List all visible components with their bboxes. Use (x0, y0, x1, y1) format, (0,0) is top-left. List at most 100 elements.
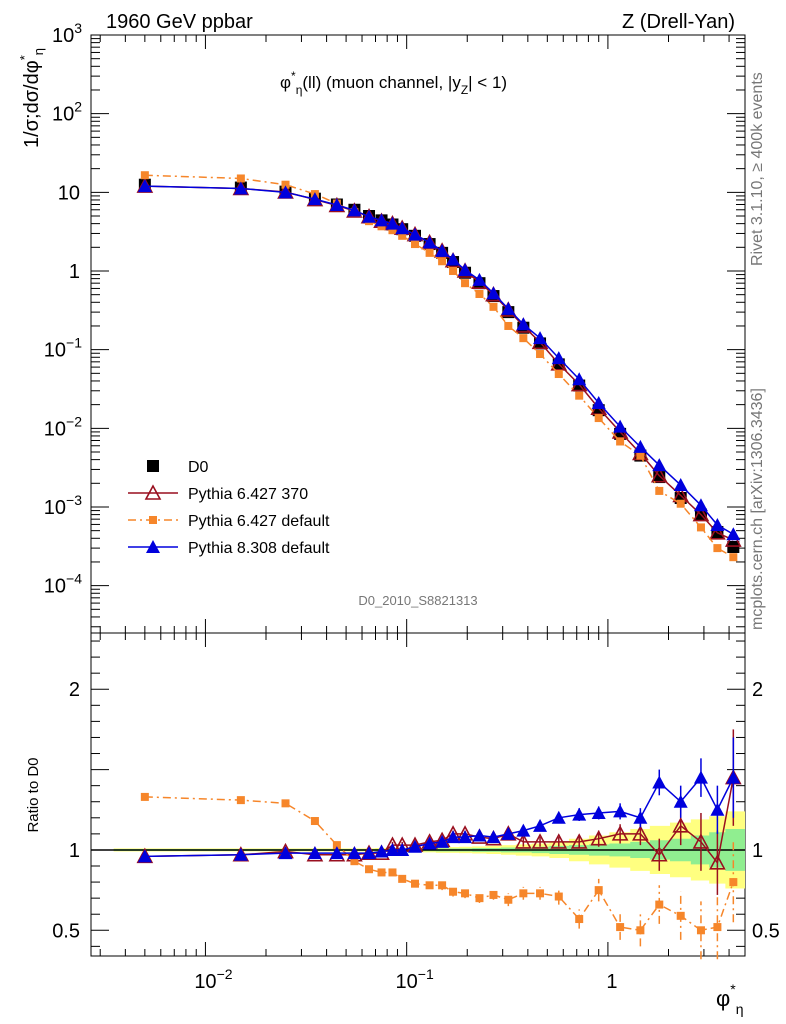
ratio-point (137, 849, 152, 863)
series-point (472, 272, 487, 286)
series-point (594, 414, 603, 423)
ratio-point (570, 833, 588, 849)
series-point (673, 478, 688, 492)
ratio-point (594, 886, 603, 895)
ratio-point (486, 830, 501, 844)
ratio-point (350, 857, 359, 866)
series-point (435, 243, 450, 257)
ratio-point (329, 846, 344, 860)
series-point (362, 209, 377, 223)
ratio-point (332, 841, 341, 850)
ratio-point (362, 846, 377, 860)
y-tick-label: 10−3 (44, 492, 82, 519)
ratio-point (516, 823, 531, 837)
series-point (633, 439, 648, 453)
series-point (329, 198, 344, 212)
series-point (693, 498, 708, 512)
ratio-point (713, 923, 722, 932)
ratio-point (533, 818, 548, 832)
ratio-y-tick-label: 0.5 (52, 920, 80, 942)
ratio-point (726, 770, 741, 784)
ratio-point (590, 830, 608, 846)
series-point (636, 451, 645, 460)
ratio-panel-frame (90, 632, 746, 957)
series-line (144, 185, 734, 535)
legend: D0 Pythia 6.427 370 Pythia 6.427 default Py… (128, 459, 330, 557)
ratio-point (425, 881, 434, 890)
ratio-point (449, 887, 458, 896)
series-point (281, 180, 290, 189)
series-point (713, 544, 722, 553)
series-point (458, 262, 473, 276)
ratio-point (504, 895, 513, 904)
series-point (501, 301, 516, 315)
series-point (616, 437, 625, 446)
y-label-text: 1/σ;dσ/dφ*η (17, 48, 46, 148)
ratio-plot (91, 729, 746, 960)
ratio-point (692, 833, 710, 849)
series-point (140, 171, 149, 180)
ratio-point (554, 892, 563, 901)
ratio-point (310, 817, 319, 826)
series-point (692, 505, 710, 522)
ratio-point (515, 833, 532, 849)
series-point (650, 466, 668, 483)
series-point (446, 252, 461, 266)
main-y-axis-label: 1/σ;dσ/dφ*η (17, 48, 46, 148)
series-point (591, 395, 606, 409)
ratio-point (672, 817, 690, 833)
y-tick-label: 1 (69, 261, 80, 283)
ratio-point (676, 911, 685, 920)
ratio-y-tick-label: 1 (69, 840, 80, 862)
series-point (536, 350, 545, 359)
series-point (278, 185, 293, 199)
ratio-point (551, 810, 566, 824)
ratio-y-tick-label: 2 (69, 679, 80, 701)
legend-marker (149, 516, 157, 524)
ratio-point (410, 879, 419, 888)
x-tick-label: 10−1 (396, 966, 434, 993)
series-point (307, 192, 322, 206)
ratio-point (636, 926, 645, 935)
series-point (504, 321, 513, 330)
ratio-point (693, 770, 708, 784)
x-axis-label: φ*η (716, 981, 744, 1017)
ratio-point (377, 868, 386, 877)
ratio-point (710, 802, 725, 816)
series-point (410, 240, 419, 249)
ratio-point (236, 796, 245, 805)
ratio-point (140, 792, 149, 801)
ratio-point (446, 830, 461, 844)
ratio-point (422, 836, 437, 850)
mcplots-label: mcplots.cern.ch [arXiv:1306.3436] (749, 388, 766, 630)
legend-label: Pythia 6.427 370 (188, 486, 308, 503)
ratio-point (531, 833, 549, 849)
series-point (652, 458, 667, 472)
ratio-point (395, 842, 410, 856)
x-label-text: φ*η (716, 981, 744, 1017)
ratio-point (281, 799, 290, 808)
ratio-point (307, 846, 322, 860)
title-text: φ*η(ll) (muon channel, |yZ| < 1) (280, 69, 507, 97)
series-point (575, 391, 584, 400)
ratio-point (652, 775, 667, 789)
ratio-point (407, 839, 422, 853)
ratio-point (475, 894, 484, 903)
series-point (696, 523, 705, 532)
series-point (347, 203, 362, 217)
ratio-point (633, 810, 648, 824)
ratio-y-tick-label-right: 2 (752, 679, 763, 701)
legend-marker (144, 484, 162, 500)
ratio-point (458, 830, 473, 844)
ratio-y-tick-label-right: 0.5 (752, 920, 780, 942)
ratio-point (461, 889, 470, 898)
ratio-point (572, 807, 587, 821)
series-point (374, 213, 389, 227)
ratio-point (655, 900, 664, 909)
main-plot (136, 171, 742, 562)
axes: 10−2 10−1 1 10−4 10−3 10−2 10−1 1 10 102 103 0.5 0.5… (44, 20, 780, 993)
series-point (475, 289, 484, 298)
series-point (710, 518, 725, 532)
ratio-point (438, 881, 447, 890)
data-point (727, 540, 740, 553)
